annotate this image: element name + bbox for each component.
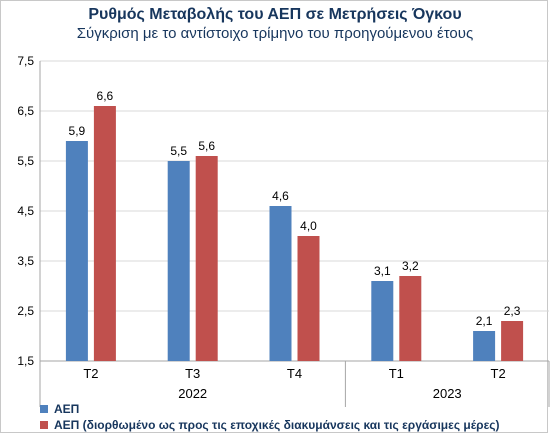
data-label: 5,9 [69,124,86,138]
bar [269,206,292,361]
bar [195,156,218,361]
y-tick-label: 6,5 [17,104,34,118]
data-label: 3,2 [402,259,419,273]
bar [297,236,320,361]
data-label: 5,6 [198,139,215,153]
bar [371,281,394,361]
bar [93,106,116,361]
chart-title: Ρυθμός Μεταβολής του ΑΕΠ σε Μετρήσεις Όγ… [88,6,462,23]
x-tick-label: Τ2 [83,366,98,381]
x-tick-label: Τ3 [185,366,200,381]
x-group-label: 2022 [178,386,207,401]
data-label: 6,6 [97,89,114,103]
data-label: 3,1 [374,264,391,278]
data-label: 2,1 [476,314,493,328]
data-label: 2,3 [504,304,521,318]
data-label: 4,6 [272,189,289,203]
legend-item-gdp-adjusted: ΑΕΠ (διορθωμένο ως προς τις εποχικές δια… [40,418,500,432]
data-label: 5,5 [170,144,187,158]
data-label: 4,0 [300,219,317,233]
legend-swatch-gdp-adjusted [40,421,48,429]
y-tick-label: 5,5 [17,154,34,168]
x-tick-label: Τ1 [389,366,404,381]
y-tick-label: 4,5 [17,204,34,218]
legend-swatch-gdp [40,405,48,413]
bar [501,321,524,361]
y-tick-label: 3,5 [17,254,34,268]
x-group-label: 2023 [433,386,462,401]
x-tick-label: Τ4 [287,366,302,381]
bar [65,141,88,361]
y-tick-label: 7,5 [17,54,34,68]
chart-subtitle: Σύγκριση με το αντίστοιχο τρίμηνο του πρ… [76,25,474,42]
legend-item-gdp: ΑΕΠ [40,402,79,416]
y-tick-label: 1,5 [17,354,34,368]
x-tick-label: Τ2 [491,366,506,381]
legend-label-gdp: ΑΕΠ [54,402,80,416]
bar [473,331,496,361]
bar [167,161,190,361]
bar [399,276,422,361]
legend-label-gdp-adjusted: ΑΕΠ (διορθωμένο ως προς τις εποχικές δια… [54,418,500,432]
y-tick-label: 2,5 [17,304,34,318]
